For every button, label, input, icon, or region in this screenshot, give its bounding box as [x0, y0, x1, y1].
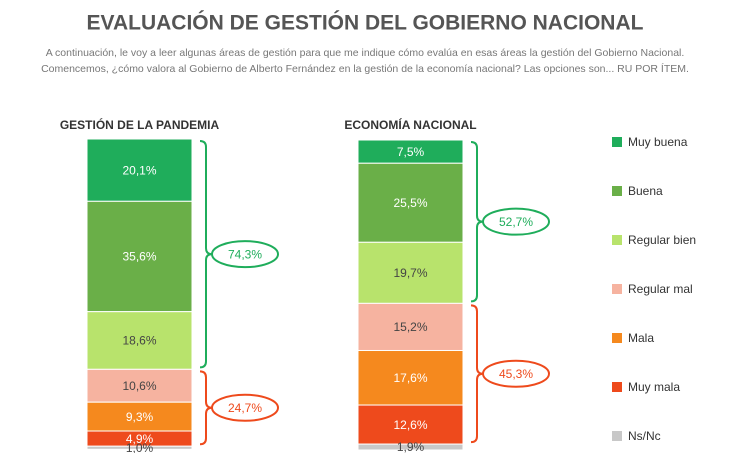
legend-label: Muy buena — [628, 135, 688, 149]
bracket — [199, 370, 213, 446]
legend-swatch — [612, 431, 622, 441]
category-label: ECONOMÍA NACIONAL — [344, 117, 476, 132]
bar-segment — [357, 302, 464, 351]
legend-swatch — [612, 382, 622, 392]
annotation-ellipse — [482, 207, 550, 236]
bar-segment — [357, 443, 464, 451]
legend-label: Muy mala — [628, 380, 680, 394]
value-label: 17,6% — [393, 371, 427, 385]
bar-segment — [357, 241, 464, 304]
bar-segment — [86, 311, 193, 370]
subtitle: A continuación, le voy a leer algunas ár… — [46, 47, 685, 59]
value-label: 10,6% — [122, 379, 156, 393]
legend-label: Regular mal — [628, 282, 693, 296]
annotation-label: 24,7% — [228, 401, 262, 415]
subtitle: Comencemos, ¿cómo valora al Gobierno de … — [41, 62, 689, 75]
value-label: 15,2% — [393, 320, 427, 334]
legend-swatch — [612, 333, 622, 343]
bar-segment — [357, 162, 464, 243]
bar-segment — [357, 349, 464, 406]
bracket — [470, 141, 484, 303]
value-label: 12,6% — [393, 418, 427, 432]
value-label: 1,0% — [126, 441, 154, 453]
bar-segment — [86, 200, 193, 313]
annotation-ellipse — [211, 240, 279, 269]
bracket — [470, 304, 484, 444]
legend-label: Regular bien — [628, 233, 696, 247]
category-label: GESTIÓN DE LA PANDEMIA — [60, 117, 220, 132]
value-label: 4,9% — [126, 432, 154, 446]
bar-segment — [86, 368, 193, 403]
legend-swatch — [612, 235, 622, 245]
annotation-label: 52,7% — [499, 215, 533, 229]
legend-label: Buena — [628, 184, 663, 198]
bar-segment — [86, 138, 193, 202]
legend-swatch — [612, 186, 622, 196]
legend-swatch — [612, 137, 622, 147]
annotation-label: 74,3% — [228, 247, 262, 261]
annotation-ellipse — [482, 359, 550, 388]
value-label: 35,6% — [122, 250, 156, 264]
legend-label: Mala — [628, 331, 654, 345]
bar-segment — [357, 404, 464, 445]
value-label: 1,9% — [397, 440, 425, 453]
bar-segment — [86, 445, 193, 450]
value-label: 19,7% — [393, 266, 427, 280]
legend-swatch — [612, 284, 622, 294]
value-label: 20,1% — [122, 163, 156, 177]
value-label: 9,3% — [126, 410, 154, 424]
annotation-ellipse — [211, 393, 279, 422]
value-label: 25,5% — [393, 196, 427, 210]
legend-label: Ns/Nc — [628, 429, 661, 443]
value-label: 7,5% — [397, 145, 425, 159]
value-label: 18,6% — [122, 334, 156, 348]
bracket — [199, 140, 213, 369]
annotation-label: 45,3% — [499, 367, 533, 381]
chart-title: EVALUACIÓN DE GESTIÓN DEL GOBIERNO NACIO… — [87, 11, 644, 35]
